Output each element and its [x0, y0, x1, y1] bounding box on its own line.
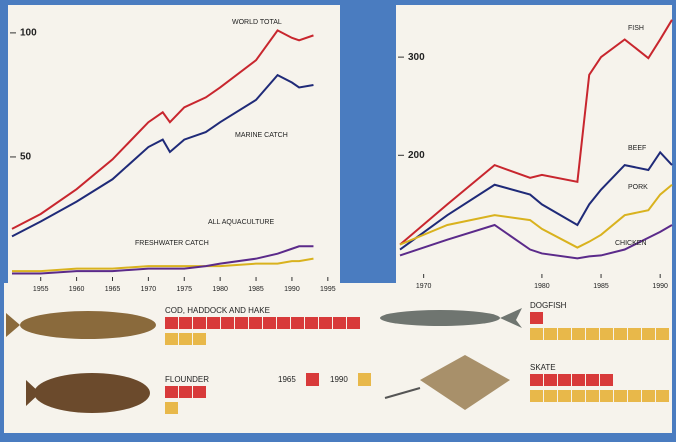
- unit-square: [277, 317, 290, 329]
- y-tick-label: 200: [408, 150, 425, 161]
- unit-square: [558, 390, 571, 402]
- unit-square: [656, 328, 669, 340]
- unit-square: [544, 374, 557, 386]
- legend-label: 1990: [330, 375, 348, 384]
- unit-square: [642, 390, 655, 402]
- unit-square: [558, 374, 571, 386]
- unit-square: [642, 328, 655, 340]
- unit-square: [530, 390, 543, 402]
- y-tick-label: 50: [20, 152, 32, 163]
- unit-square: [530, 312, 543, 324]
- unit-bar: [165, 386, 206, 398]
- series-label: BEEF: [628, 145, 646, 152]
- unit-bar: [530, 312, 543, 324]
- category-label: FLOUNDER: [165, 375, 209, 384]
- unit-square: [235, 317, 248, 329]
- category-label: SKATE: [530, 363, 556, 372]
- x-tick-label: 1990: [652, 283, 668, 290]
- unit-square: [586, 328, 599, 340]
- unit-square: [656, 390, 669, 402]
- x-tick-label: 1980: [212, 286, 228, 293]
- x-tick-label: 1965: [105, 286, 121, 293]
- unit-square: [221, 317, 234, 329]
- unit-square: [530, 374, 543, 386]
- legend-label: 1965: [278, 375, 296, 384]
- unit-square: [207, 317, 220, 329]
- unit-square: [249, 317, 262, 329]
- x-tick-label: 1980: [534, 283, 550, 290]
- series-label: ALL AQUACULTURE: [208, 219, 274, 226]
- unit-square: [165, 317, 178, 329]
- series-label: CHICKEN: [615, 240, 647, 247]
- unit-square: [600, 374, 613, 386]
- unit-square: [179, 386, 192, 398]
- unit-square: [600, 328, 613, 340]
- unit-square: [544, 390, 557, 402]
- unit-square: [319, 317, 332, 329]
- x-tick-label: 1960: [69, 286, 85, 293]
- unit-square: [165, 402, 178, 414]
- unit-square: [628, 328, 641, 340]
- unit-square: [586, 374, 599, 386]
- legend-swatch: [358, 373, 371, 386]
- y-tick-label: 300: [408, 52, 425, 63]
- x-tick-label: 1970: [141, 286, 157, 293]
- unit-square: [530, 328, 543, 340]
- unit-square: [193, 333, 206, 345]
- unit-square: [558, 328, 571, 340]
- unit-square: [572, 328, 585, 340]
- series-label: MARINE CATCH: [235, 132, 288, 139]
- x-tick-label: 1990: [284, 286, 300, 293]
- series-label: FISH: [628, 25, 644, 32]
- dogfish-drawing: [380, 310, 500, 326]
- flounder-drawing: [34, 373, 150, 413]
- unit-square: [305, 317, 318, 329]
- unit-square: [347, 317, 360, 329]
- page: 1955 1960 1965 1970 1975 1980 1985 1990 1995 50 10…: [0, 0, 676, 437]
- x-tick-label: 1985: [248, 286, 264, 293]
- unit-square: [600, 390, 613, 402]
- unit-square: [614, 390, 627, 402]
- unit-square: [572, 374, 585, 386]
- unit-square: [291, 317, 304, 329]
- category-label: DOGFISH: [530, 301, 567, 310]
- x-tick-label: 1970: [416, 283, 432, 290]
- series-label: WORLD TOTAL: [232, 19, 282, 26]
- unit-square: [165, 386, 178, 398]
- cod-drawing: [20, 311, 156, 339]
- unit-square: [614, 328, 627, 340]
- y-tick-label: 100: [20, 28, 37, 39]
- category-label: COD, HADDOCK AND HAKE: [165, 306, 270, 315]
- infographic: 1955 1960 1965 1970 1975 1980 1985 1990 1995 50 10…: [0, 0, 676, 437]
- series-label: PORK: [628, 184, 648, 191]
- x-tick-label: 1975: [176, 286, 192, 293]
- x-tick-label: 1995: [320, 286, 336, 293]
- unit-square: [263, 317, 276, 329]
- series-label: FRESHWATER CATCH: [135, 240, 209, 247]
- legend-swatch: [306, 373, 319, 386]
- unit-square: [179, 333, 192, 345]
- unit-square: [193, 317, 206, 329]
- unit-square: [165, 333, 178, 345]
- unit-square: [628, 390, 641, 402]
- unit-square: [193, 386, 206, 398]
- unit-square: [544, 328, 557, 340]
- unit-square: [333, 317, 346, 329]
- unit-square: [179, 317, 192, 329]
- x-tick-label: 1955: [33, 286, 49, 293]
- x-tick-label: 1985: [593, 283, 609, 290]
- unit-square: [572, 390, 585, 402]
- unit-square: [586, 390, 599, 402]
- unit-bar: [165, 333, 206, 345]
- unit-bar: [165, 402, 178, 414]
